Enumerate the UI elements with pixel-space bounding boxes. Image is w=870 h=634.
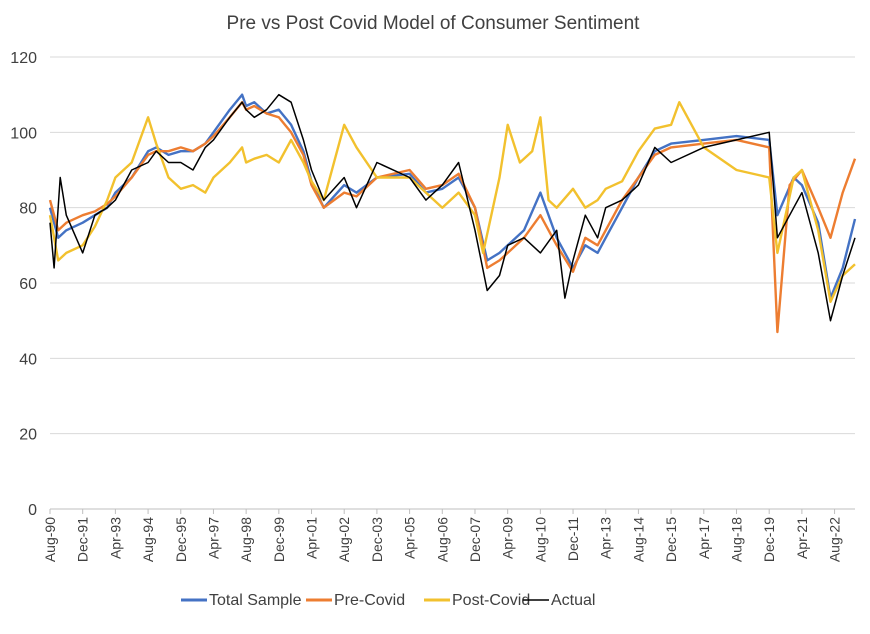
series-line-actual [49,93,856,322]
y-tick-label: 60 [19,276,37,293]
x-tick-label: Aug-98 [238,517,254,562]
legend-label-actual: Actual [551,592,595,609]
legend: Total Sample Pre-Covid Post-Covid Actual [181,592,595,609]
x-axis-ticks: Aug-90 Dec-91 Apr-93 Aug-94 Dec-95 Apr-97 Aug-… [42,508,855,562]
x-tick-label: Apr-09 [500,517,516,559]
y-tick-label: 0 [28,502,37,519]
chart-title: Pre vs Post Covid Model of Consumer Sent… [227,13,641,34]
y-tick-label: 120 [10,50,37,67]
x-tick-label: Apr-13 [598,517,614,559]
x-tick-label: Apr-17 [696,517,712,559]
x-tick-label: Dec-11 [565,517,581,561]
y-tick-label: 80 [19,201,37,218]
x-tick-label: Dec-91 [75,517,91,562]
x-tick-label: Dec-95 [173,517,189,562]
x-tick-label: Apr-21 [794,517,810,559]
series-line-total-sample [48,93,857,300]
grid-lines [50,56,855,510]
legend-label-post-covid: Post-Covid [452,592,530,609]
x-tick-label: Dec-19 [761,517,777,562]
x-tick-label: Apr-93 [107,517,123,559]
y-axis-ticks: 0 20 40 60 80 100 120 [10,50,37,519]
x-tick-label: Aug-22 [827,517,843,562]
x-tick-label: Aug-14 [630,517,646,562]
y-tick-label: 40 [19,351,37,368]
x-tick-label: Aug-02 [336,517,352,562]
series-line-post-covid [48,101,856,303]
x-tick-label: Dec-07 [467,517,483,562]
series-lines [48,93,857,334]
legend-label-pre-covid: Pre-Covid [334,592,405,609]
x-tick-label: Dec-15 [663,517,679,562]
y-tick-label: 100 [10,125,37,142]
x-tick-label: Dec-99 [271,517,287,562]
x-tick-label: Apr-01 [304,517,320,559]
x-tick-label: Dec-03 [369,517,385,562]
x-tick-label: Aug-94 [140,517,156,562]
x-tick-label: Apr-05 [402,517,418,559]
legend-label-total-sample: Total Sample [209,592,302,609]
x-tick-label: Aug-90 [42,517,58,562]
series-line-pre-covid [48,101,857,334]
x-tick-label: Aug-06 [434,517,450,562]
x-tick-label: Apr-97 [205,517,221,559]
y-tick-label: 20 [19,427,37,444]
x-tick-label: Aug-18 [728,517,744,562]
x-tick-label: Aug-10 [532,517,548,562]
